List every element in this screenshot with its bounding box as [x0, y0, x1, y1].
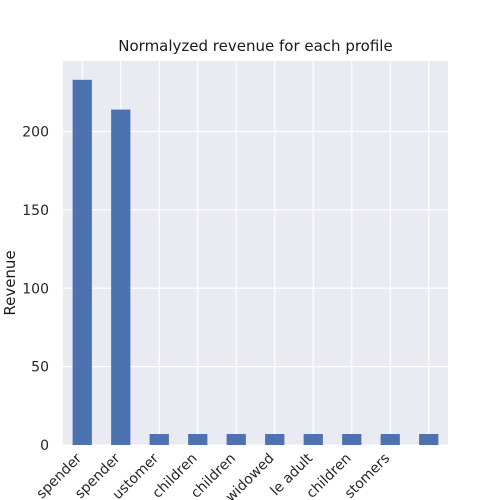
y-tick-label: 0 [40, 438, 49, 454]
y-tick-label: 100 [22, 281, 49, 297]
y-axis-label: Revenue [1, 250, 19, 315]
bar [72, 79, 92, 445]
bar [149, 434, 169, 445]
bar [111, 109, 131, 445]
y-tick-label: 200 [22, 125, 49, 141]
bar [342, 434, 362, 445]
chart-title: Normalyzed revenue for each profile [118, 37, 392, 55]
bar [188, 434, 208, 445]
bar [380, 434, 400, 445]
y-tick-label: 50 [31, 360, 49, 376]
bar [226, 434, 246, 445]
bar [303, 434, 323, 445]
bars [72, 79, 439, 445]
y-axis-ticks: 0 50 100 150 200 [22, 125, 49, 454]
bar [419, 434, 439, 445]
x-axis-ticks: spenderspenderustomerchildrenchildrenwid… [34, 450, 394, 500]
bar [265, 434, 285, 445]
y-tick-label: 150 [22, 203, 49, 219]
